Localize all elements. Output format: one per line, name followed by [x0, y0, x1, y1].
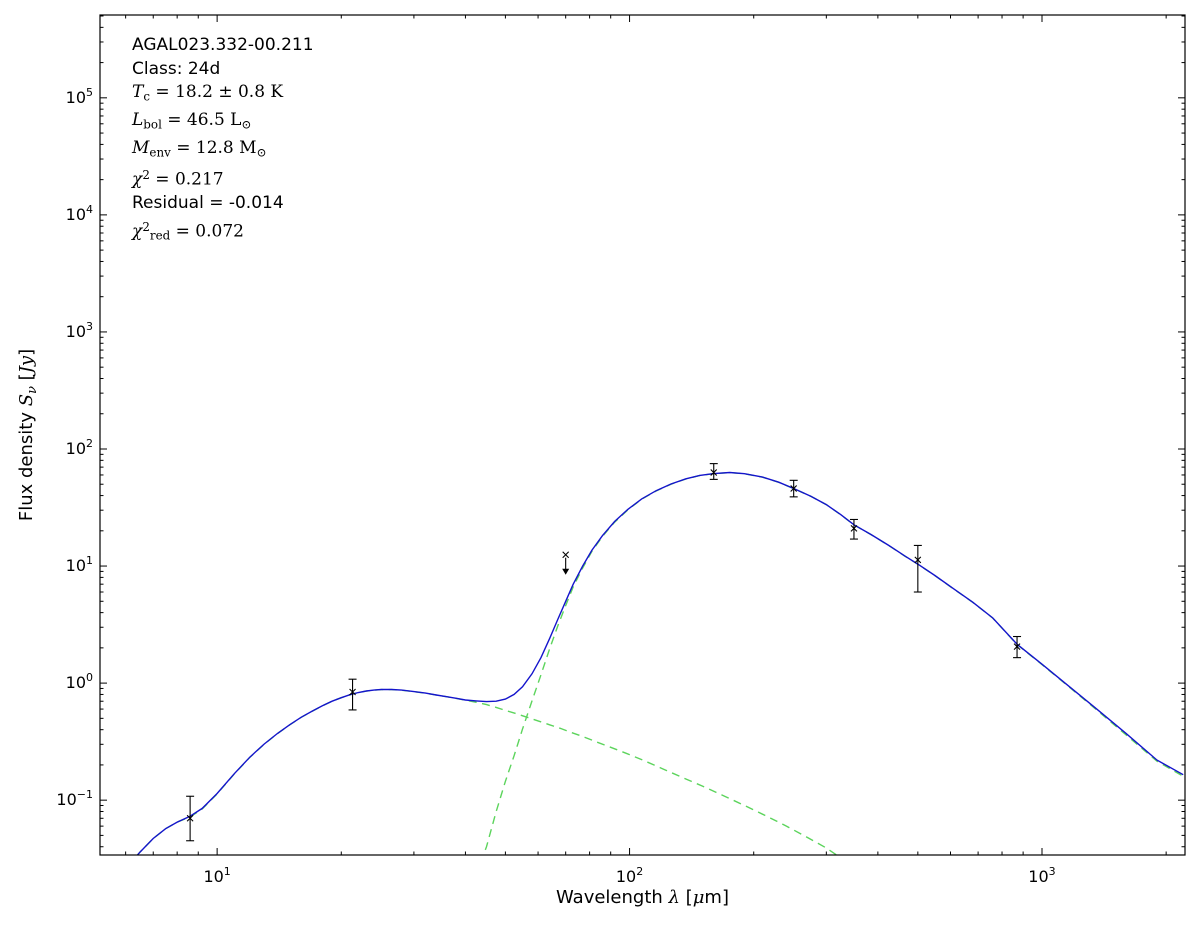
marker-x: [710, 469, 718, 476]
data-point: [709, 463, 718, 480]
cold-component-curve: [482, 471, 1184, 855]
marker-x: [850, 524, 858, 532]
model-total-curve: [136, 471, 1184, 855]
marker-x: [562, 551, 570, 559]
annotation-block: AGAL023.332-00.211 Class: 24d Tc = 18.2 ± …: [132, 34, 314, 248]
y-axis-title: Flux density Sν [Jy]: [16, 349, 40, 521]
marker-x: [186, 814, 194, 822]
chi-squared: χ2 = 0.217: [132, 168, 224, 190]
data-point: [1013, 635, 1022, 659]
data-point: [789, 479, 798, 498]
upper-limit-arrow: [562, 568, 570, 575]
y-tick-label: 104: [66, 203, 93, 224]
marker-x: [349, 688, 356, 696]
x-tick-labels: 101 102 103: [203, 865, 1055, 886]
x-tick-label: 103: [1028, 865, 1055, 886]
envelope-mass: Menv = 12.8 M⊙: [132, 137, 267, 159]
x-axis-title: Wavelength λ [μm]: [556, 887, 729, 908]
observed-points: [186, 463, 1022, 842]
y-tick-labels: 10−1 100 101 102 103 104 105: [56, 86, 93, 809]
marker-x: [1013, 643, 1021, 650]
marker-x: [914, 556, 922, 564]
y-tick-label: 103: [66, 320, 93, 341]
y-tick-label: 100: [66, 671, 93, 692]
model-curves: [136, 471, 1184, 855]
y-tick-label: 105: [66, 86, 93, 107]
y-tick-label: 101: [66, 554, 93, 575]
plot-frame: [99, 14, 1186, 856]
bolometric-luminosity: Lbol = 46.5 L⊙: [132, 109, 252, 132]
source-name: AGAL023.332-00.211: [132, 35, 314, 55]
data-point: [348, 678, 357, 711]
data-point: [913, 544, 922, 593]
y-tick-label: 10−1: [56, 788, 93, 809]
chi-squared-reduced: χ2red = 0.072: [132, 219, 244, 243]
x-tick-label: 101: [203, 865, 230, 886]
y-tick-label: 102: [66, 437, 93, 458]
data-point: [562, 551, 570, 575]
data-point: [186, 795, 195, 842]
x-tick-label: 102: [616, 865, 643, 886]
dust-temperature: Tc = 18.2 ± 0.8 K: [132, 82, 284, 104]
class-label: Class: 24d: [132, 58, 221, 79]
data-point: [849, 518, 858, 540]
residual: Residual = -0.014: [132, 193, 284, 214]
marker-x: [790, 485, 798, 492]
